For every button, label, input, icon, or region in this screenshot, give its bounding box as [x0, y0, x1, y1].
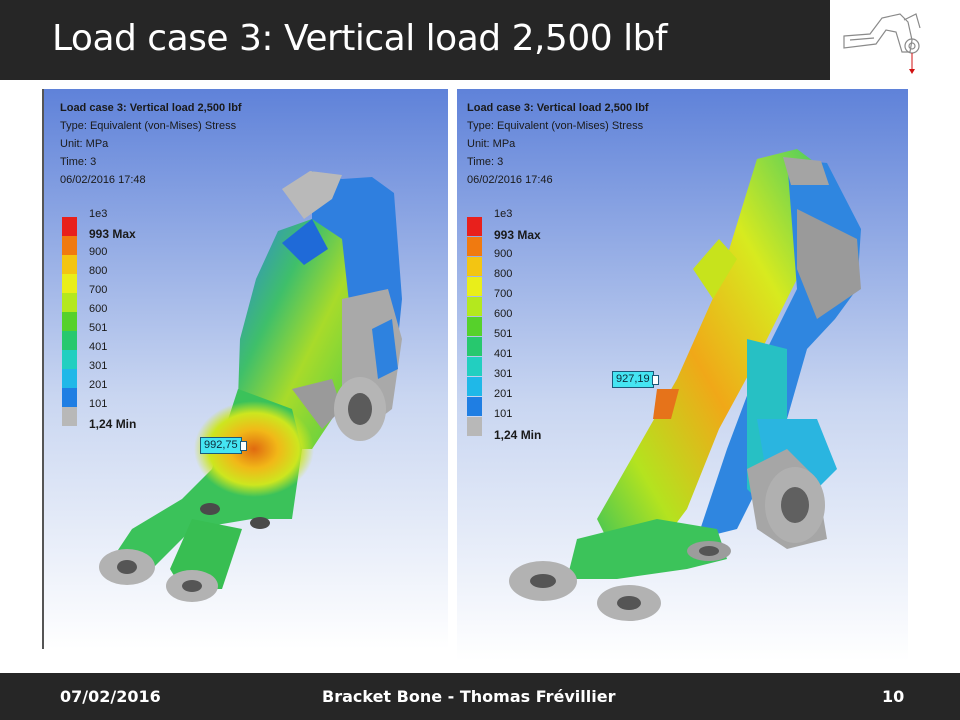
- legend-swatch: [467, 217, 482, 236]
- legend-label: 401: [89, 341, 108, 353]
- stress-render-left: [42, 89, 448, 649]
- legend-row: 301: [467, 368, 557, 396]
- legend-label: 501: [494, 328, 513, 340]
- stress-legend-right: 1e3 993 Max 900 800 700 600 501 401 301 …: [467, 208, 567, 447]
- legend-row: 1e3: [467, 208, 557, 236]
- legend-label: 1,24 Min: [89, 417, 137, 431]
- legend-row: 501: [62, 322, 152, 350]
- legend-swatch: [467, 377, 482, 396]
- legend-row: 800: [62, 265, 152, 293]
- result-timestamp: 06/02/2016 17:46: [467, 174, 553, 186]
- legend-swatch: [467, 257, 482, 276]
- legend-label: 600: [494, 308, 513, 320]
- legend-label: 201: [494, 388, 513, 400]
- legend-row: 201: [467, 388, 557, 416]
- legend-row: 101: [62, 398, 152, 426]
- result-unit: Unit: MPa: [467, 138, 516, 150]
- legend-swatch: [62, 274, 77, 293]
- stress-panel-left: Load case 3: Vertical load 2,500 lbf Typ…: [42, 89, 448, 649]
- slide-footer: 07/02/2016 Bracket Bone - Thomas Frévill…: [0, 673, 960, 720]
- legend-row: 101: [467, 408, 557, 436]
- bracket-thumbnail: [830, 0, 960, 80]
- legend-row: 201: [62, 379, 152, 407]
- legend-label: 700: [494, 288, 513, 300]
- legend-label: 800: [494, 268, 513, 280]
- legend-swatch: [62, 236, 77, 255]
- result-info-right: Load case 3: Vertical load 2,500 lbf Typ…: [467, 99, 649, 189]
- legend-swatch: [467, 297, 482, 316]
- stress-legend-left: 1e3 993 Max 900 800 700 600 501 401 301 …: [62, 208, 162, 447]
- slide-title: Load case 3: Vertical load 2,500 lbf: [52, 18, 668, 59]
- legend-label: 301: [89, 360, 108, 372]
- legend-label: 993 Max: [494, 228, 541, 242]
- legend-swatch: [62, 255, 77, 274]
- result-heading: Load case 3: Vertical load 2,500 lbf: [467, 102, 649, 114]
- legend-swatch: [62, 293, 77, 312]
- legend-row: 501: [467, 328, 557, 356]
- result-unit: Unit: MPa: [60, 138, 109, 150]
- legend-label: 1e3: [494, 208, 513, 220]
- legend-label: 1e3: [89, 208, 108, 220]
- legend-label: 201: [89, 379, 108, 391]
- stress-probe-label: 927,19: [612, 371, 659, 388]
- legend-label: 1,24 Min: [494, 428, 542, 442]
- footer-title: Bracket Bone - Thomas Frévillier: [322, 687, 616, 706]
- legend-swatch: [467, 237, 482, 256]
- legend-swatch: [467, 397, 482, 416]
- result-type: Type: Equivalent (von-Mises) Stress: [467, 120, 644, 132]
- footer-date: 07/02/2016: [60, 687, 161, 706]
- legend-row: 700: [467, 288, 557, 316]
- legend-swatch: [62, 369, 77, 388]
- result-heading: Load case 3: Vertical load 2,500 lbf: [60, 102, 242, 114]
- legend-swatch: [62, 388, 77, 407]
- legend-swatch: [467, 277, 482, 296]
- stress-panel-right: Load case 3: Vertical load 2,500 lbf Typ…: [457, 89, 908, 661]
- legend-label: 700: [89, 284, 108, 296]
- legend-row: 700: [62, 284, 152, 312]
- legend-label: 800: [89, 265, 108, 277]
- result-timestamp: 06/02/2016 17:48: [60, 174, 146, 186]
- stress-probe-label: 992,75: [200, 437, 247, 454]
- slide-header: Load case 3: Vertical load 2,500 lbf: [0, 0, 830, 80]
- legend-label: 993 Max: [89, 227, 136, 241]
- legend-swatch: [62, 350, 77, 369]
- stress-render-right: [457, 89, 908, 661]
- legend-label: 101: [494, 408, 513, 420]
- legend-swatch: [62, 407, 77, 426]
- page-number: 10: [882, 687, 905, 706]
- legend-swatch: [62, 217, 77, 236]
- legend-label: 900: [494, 248, 513, 260]
- result-time: Time: 3: [60, 156, 97, 168]
- legend-row: 1,24 Min: [62, 417, 152, 431]
- legend-label: 600: [89, 303, 108, 315]
- legend-row: 800: [467, 268, 557, 296]
- legend-row: 993 Max: [467, 228, 557, 256]
- result-time: Time: 3: [467, 156, 504, 168]
- legend-swatch: [467, 337, 482, 356]
- legend-row: 600: [62, 303, 152, 331]
- legend-row: 900: [467, 248, 557, 276]
- legend-swatch: [467, 317, 482, 336]
- result-type: Type: Equivalent (von-Mises) Stress: [60, 120, 237, 132]
- legend-row: 1e3: [62, 208, 152, 236]
- legend-row: 1,24 Min: [467, 428, 557, 442]
- legend-row: 600: [467, 308, 557, 336]
- legend-label: 900: [89, 246, 108, 258]
- legend-row: 993 Max: [62, 227, 152, 255]
- legend-row: 301: [62, 360, 152, 388]
- legend-label: 301: [494, 368, 513, 380]
- legend-label: 501: [89, 322, 108, 334]
- legend-row: 900: [62, 246, 152, 274]
- legend-row: 401: [467, 348, 557, 376]
- result-info-left: Load case 3: Vertical load 2,500 lbf Typ…: [60, 99, 242, 189]
- legend-swatch: [62, 331, 77, 350]
- legend-row: 401: [62, 341, 152, 369]
- legend-label: 401: [494, 348, 513, 360]
- legend-swatch: [467, 417, 482, 436]
- legend-swatch: [62, 312, 77, 331]
- legend-label: 101: [89, 398, 108, 410]
- legend-swatch: [467, 357, 482, 376]
